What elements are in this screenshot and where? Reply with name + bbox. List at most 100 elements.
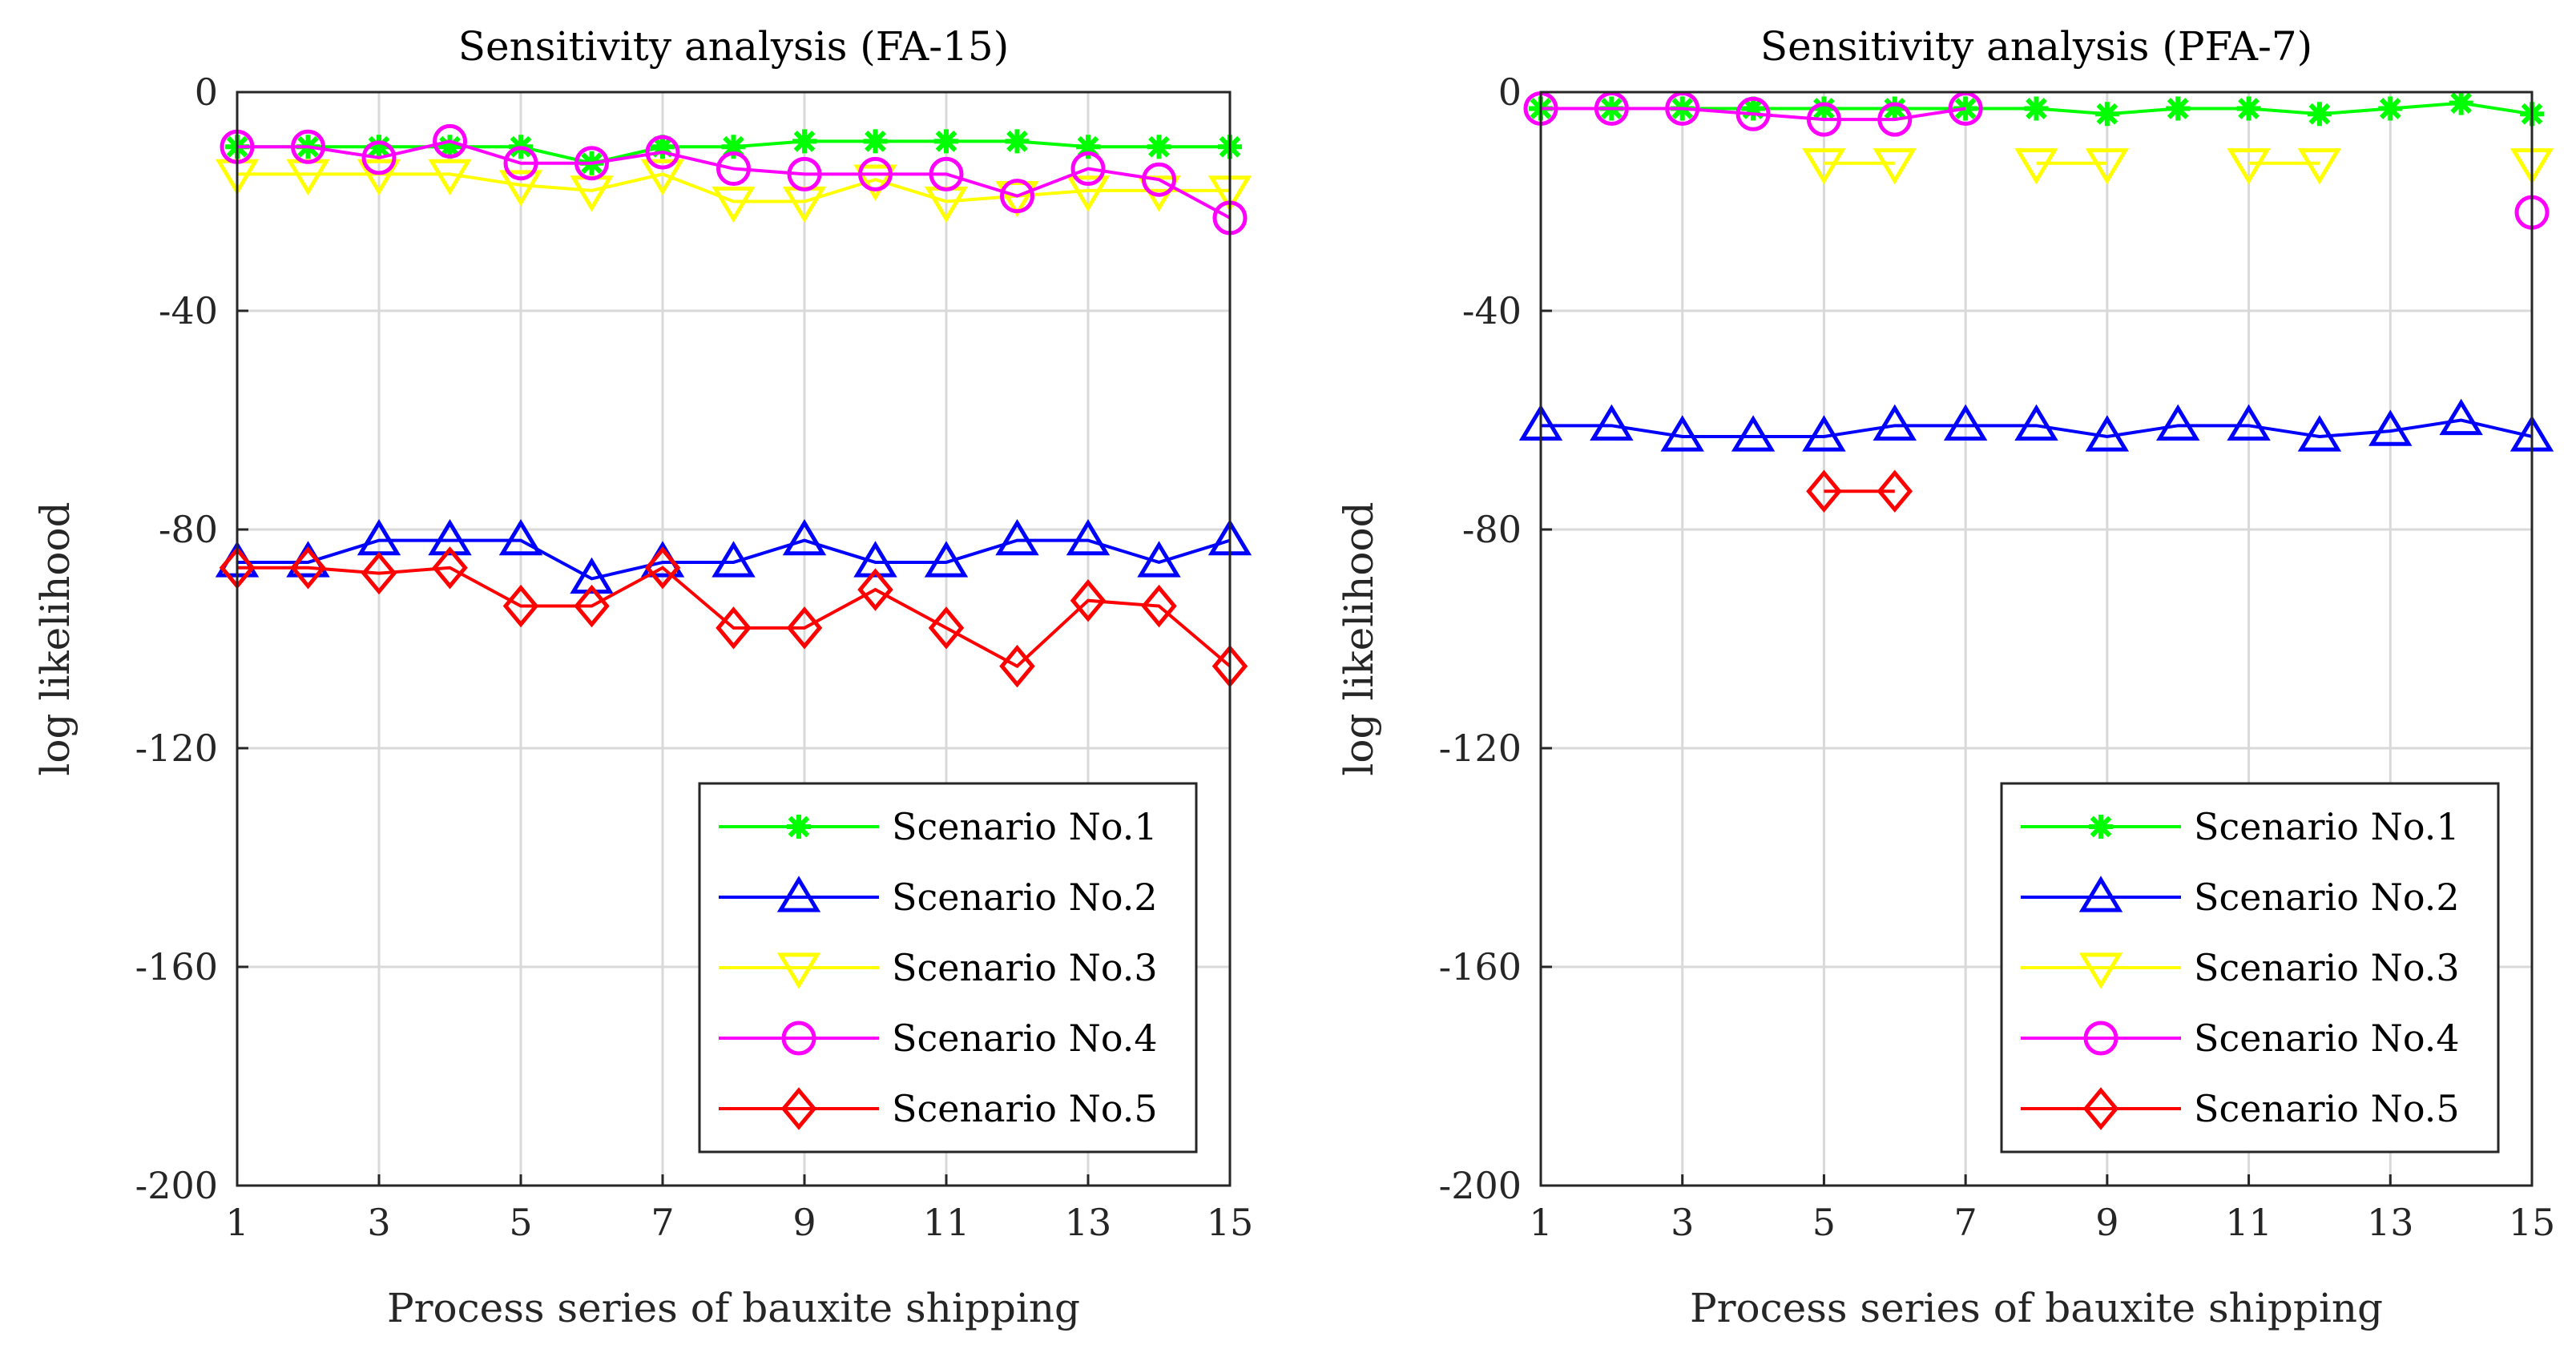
y-tick-label: 0 (1498, 70, 1522, 114)
legend-marker (2082, 1087, 2119, 1130)
data-point (645, 135, 680, 170)
legend-label: Scenario No.1 (2194, 805, 2460, 848)
x-tick-label: 7 (651, 1201, 674, 1244)
data-point (2085, 148, 2130, 185)
legend-label: Scenario No.1 (892, 805, 1158, 848)
data-point (361, 551, 397, 595)
data-point (1741, 96, 1766, 121)
legend-item: Scenario No.1 (719, 805, 1158, 848)
series-4 (1523, 91, 2550, 230)
x-tick-label: 13 (1065, 1201, 1112, 1244)
data-point (1877, 469, 1913, 513)
data-point (1802, 148, 1846, 185)
data-point (1806, 102, 1841, 137)
data-point (503, 146, 538, 181)
data-point (1066, 175, 1111, 212)
data-point (361, 140, 397, 175)
data-point (1070, 579, 1107, 622)
legend-item: Scenario No.3 (719, 946, 1158, 989)
data-point (1731, 415, 1776, 452)
y-tick-label: -200 (1439, 1164, 1522, 1207)
legend: Scenario No.1 Scenario No.2 Scenario No.3 S… (2000, 782, 2500, 1154)
y-tick-label: -160 (135, 945, 218, 988)
series-5 (219, 546, 1248, 688)
legend-marker (776, 952, 821, 989)
series-line (1541, 418, 2533, 438)
data-point (1142, 162, 1176, 197)
legend-item: Scenario No.1 (2021, 805, 2460, 848)
legend-marker (2078, 876, 2123, 912)
data-point (1873, 148, 1917, 185)
legend-label: Scenario No.4 (892, 1017, 1158, 1060)
x-tick-label: 3 (1671, 1201, 1694, 1244)
data-point (651, 135, 675, 159)
series-4 (220, 123, 1248, 236)
axes-frame (1539, 91, 2534, 1187)
data-point (2166, 96, 2191, 121)
data-point (712, 186, 756, 223)
data-point (1070, 151, 1106, 187)
chart-panel-fa15: 1 3 5 7 9 11 13 150-40-80-120-160-200Sensitivit… (32, 23, 1253, 1331)
legend-marker (780, 1087, 817, 1130)
x-tick-label: 7 (1954, 1201, 1977, 1244)
legend-marker (787, 815, 811, 839)
data-point (432, 546, 468, 590)
data-point (1882, 96, 1907, 121)
y-tick-label: -160 (1439, 945, 1522, 988)
data-point (2155, 404, 2200, 441)
y-tick-label: -40 (159, 289, 218, 332)
data-point (1076, 135, 1100, 159)
data-point (2378, 96, 2403, 121)
legend-marker (2078, 952, 2123, 989)
axes-frame (236, 91, 1232, 1187)
data-point (2439, 398, 2483, 436)
x-tick-label: 1 (1529, 1201, 1552, 1244)
legend-item: Scenario No.5 (719, 1087, 1158, 1130)
data-point (995, 518, 1039, 556)
data-point (1943, 404, 1988, 441)
data-point (644, 546, 681, 590)
legend-marker (776, 876, 821, 912)
legend-marker (781, 1021, 816, 1056)
series-2 (1518, 398, 2554, 452)
series-layer (215, 123, 1252, 688)
x-axis-label: Process series of bauxite shipping (1690, 1285, 2383, 1331)
x-tick-label: 3 (367, 1201, 390, 1244)
legend-item: Scenario No.3 (2021, 946, 2460, 989)
legend-marker (2083, 1021, 2118, 1056)
x-tick-label: 11 (2225, 1201, 2272, 1244)
y-tick-label: 0 (195, 70, 218, 114)
data-point (1066, 518, 1111, 556)
legend-item: Scenario No.2 (2021, 876, 2460, 919)
x-tick-label: 5 (1812, 1201, 1836, 1244)
series-line (237, 566, 1232, 669)
y-tick-label: -80 (159, 508, 218, 551)
x-tick-label: 11 (923, 1201, 970, 1244)
data-point (1873, 404, 1917, 441)
legend-item: Scenario No.4 (719, 1017, 1158, 1060)
x-tick-label: 15 (2509, 1201, 2556, 1244)
data-point (2094, 102, 2119, 127)
data-point (2014, 148, 2058, 185)
data-point (498, 170, 543, 207)
data-point (858, 156, 893, 191)
x-tick-label: 5 (509, 1201, 532, 1244)
data-point (792, 129, 816, 154)
legend-label: Scenario No.2 (2194, 876, 2460, 919)
x-tick-label: 13 (2367, 1201, 2414, 1244)
data-point (934, 129, 958, 154)
data-point (1137, 541, 1181, 578)
data-point (502, 584, 539, 628)
data-point (786, 606, 823, 650)
data-point (2449, 91, 2473, 115)
data-point (712, 541, 756, 578)
data-point (574, 146, 609, 181)
data-point (924, 541, 969, 578)
data-point (853, 541, 897, 578)
legend-label: Scenario No.2 (892, 876, 1158, 919)
x-tick-label: 15 (1207, 1201, 1254, 1244)
data-point (2236, 96, 2261, 121)
y-tick-label: -120 (135, 727, 218, 770)
data-point (2024, 96, 2049, 121)
